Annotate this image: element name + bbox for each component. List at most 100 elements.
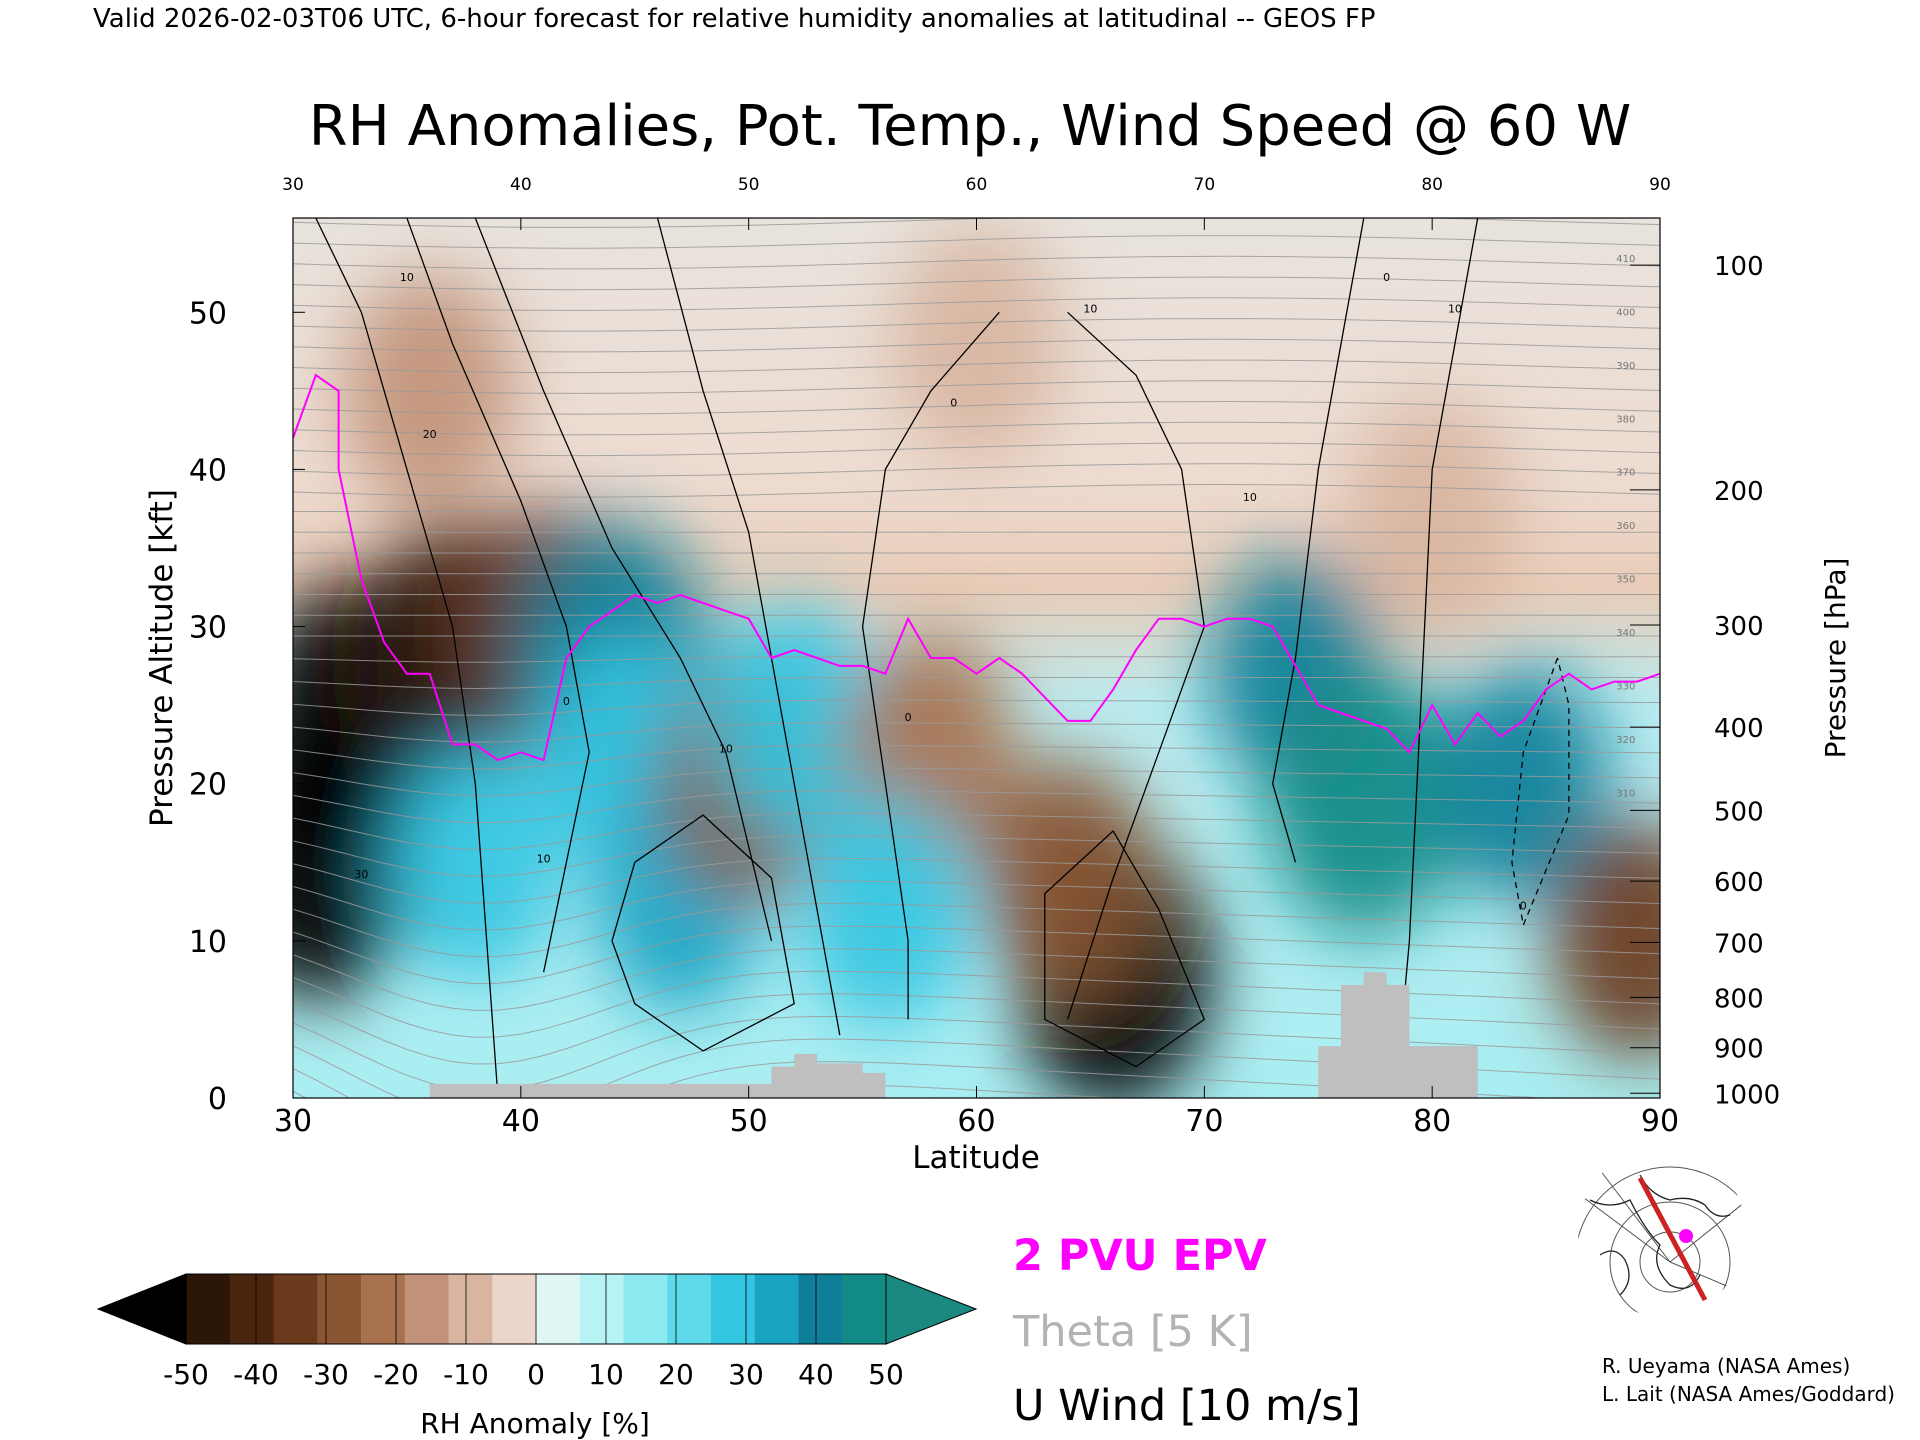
theta-line <box>293 318 1660 332</box>
colorbar-swatch <box>404 1274 449 1344</box>
theta-line <box>293 400 1660 415</box>
x-tick-label: 40 <box>502 1104 540 1139</box>
y2-axis-label: Pressure [hPa] <box>1819 558 1852 759</box>
chart-title: RH Anomalies, Pot. Temp., Wind Speed @ 6… <box>309 94 1631 159</box>
x-tick-label: 70 <box>1185 1104 1223 1139</box>
theta-label: 420 <box>1616 201 1635 212</box>
pressure-tick-label: 1000 <box>1714 1080 1780 1110</box>
colorbar-tick-label: 30 <box>728 1358 764 1391</box>
y-tick-label: 30 <box>189 611 227 646</box>
theta-line <box>293 880 1660 931</box>
wind-contour <box>1272 218 1365 863</box>
x-tick-label-top: 90 <box>1649 175 1671 195</box>
wind-label: 10 <box>1083 302 1097 315</box>
colorbar-swatch <box>798 1274 843 1344</box>
theta-line <box>293 484 1660 498</box>
x-axis-label: Latitude <box>912 1140 1040 1176</box>
theta-line <box>293 970 1660 1038</box>
wind-contour <box>406 218 590 973</box>
colorbar-swatch <box>361 1274 406 1344</box>
wind-label: 0 <box>1520 899 1527 912</box>
theta-line <box>293 993 1660 1065</box>
colorbar-swatch <box>667 1274 712 1344</box>
wind-label: 0 <box>1383 271 1390 284</box>
colorbar-over-arrow <box>885 1273 978 1345</box>
theta-line <box>293 297 1660 311</box>
wind-contour <box>315 218 499 1098</box>
y-tick-label: 50 <box>189 296 227 331</box>
theta-line <box>293 925 1660 985</box>
theta-label: 320 <box>1616 735 1635 746</box>
theta-line <box>293 677 1660 690</box>
theta-label: 310 <box>1616 788 1635 799</box>
colorbar-tick-label: -30 <box>303 1358 349 1391</box>
wind-contour <box>1511 657 1570 928</box>
theta-label: 370 <box>1616 468 1635 479</box>
x-tick-label-top: 30 <box>282 175 304 195</box>
theta-label: 350 <box>1616 575 1635 586</box>
theta-line <box>293 338 1660 353</box>
colorbar-swatch <box>186 1274 231 1344</box>
colorbar-tick-label: -10 <box>443 1358 489 1391</box>
axes: 3030404050506060707080809090010203040501… <box>189 175 1780 1139</box>
x-tick-label-top: 60 <box>966 175 988 195</box>
x-tick-label-top: 70 <box>1194 175 1216 195</box>
pressure-tick-label: 600 <box>1714 868 1764 898</box>
theta-label: 300 <box>1616 842 1635 853</box>
theta-label: 400 <box>1616 307 1635 318</box>
wind-contour <box>1044 830 1206 1068</box>
y-tick-label: 0 <box>208 1082 227 1117</box>
theta-line <box>293 421 1660 436</box>
colorbar-tick-label: -40 <box>233 1358 279 1391</box>
wind-contour <box>1397 218 1479 1067</box>
x-tick-label: 60 <box>957 1104 995 1139</box>
credit-ueyama: R. Ueyama (NASA Ames) <box>1602 1354 1850 1378</box>
wind-label: 10 <box>1243 491 1257 504</box>
colorbar-swatch <box>579 1274 624 1344</box>
colorbar: -50 -40 -30 -20 -10 0 10 20 30 40 50 <box>96 1273 978 1391</box>
y-axis-label: Pressure Altitude [kft] <box>144 489 180 827</box>
colorbar-swatch <box>273 1274 318 1344</box>
topography <box>429 972 1478 1098</box>
colorbar-swatch <box>448 1274 493 1344</box>
theta-line <box>293 722 1660 743</box>
pressure-tick-label: 800 <box>1714 984 1764 1014</box>
theta-line <box>293 948 1660 1011</box>
colorbar-tick-label: 0 <box>527 1358 545 1391</box>
wind-label: 30 <box>354 868 368 881</box>
theta-line <box>293 903 1660 958</box>
rh-blob-7 <box>389 743 561 982</box>
theta-line <box>293 276 1660 291</box>
rh-blob-19 <box>344 272 516 510</box>
wind-label: 10 <box>537 852 551 865</box>
wind-contour <box>861 311 1000 1020</box>
theta-line <box>293 359 1660 374</box>
colorbar-tick-label: 50 <box>868 1358 904 1391</box>
credit-lait: L. Lait (NASA Ames/Goddard) <box>1602 1382 1895 1406</box>
plot-area: 300310320330340350360370380390400410420 … <box>293 201 1660 1098</box>
colorbar-swatch <box>842 1274 887 1344</box>
theta-line <box>293 235 1660 249</box>
wind-label: 0 <box>950 397 957 410</box>
valid-line: Valid 2026-02-03T06 UTC, 6-hour forecast… <box>93 4 1375 34</box>
pressure-tick-label: 700 <box>1714 929 1764 959</box>
wind-label: 10 <box>400 271 414 284</box>
theta-line <box>293 699 1660 716</box>
theta-line <box>293 767 1660 797</box>
theta-line <box>293 656 1660 663</box>
colorbar-tick-label: 10 <box>588 1358 624 1391</box>
x-tick-label-top: 40 <box>510 175 532 195</box>
theta-label: 410 <box>1616 254 1635 265</box>
wind-label: 10 <box>1448 302 1462 315</box>
wind-contour <box>474 218 773 942</box>
wind-label: 0 <box>563 695 570 708</box>
pressure-tick-label: 300 <box>1714 612 1764 642</box>
rh-blob-20 <box>1346 397 1518 636</box>
colorbar-tick-label: -20 <box>373 1358 419 1391</box>
theta-line <box>293 812 1660 850</box>
x-tick-label: 50 <box>730 1104 768 1139</box>
legend-pv: 2 PVU EPV <box>1013 1231 1267 1281</box>
rh-blob-13 <box>982 759 1154 997</box>
pressure-tick-label: 400 <box>1714 714 1764 744</box>
